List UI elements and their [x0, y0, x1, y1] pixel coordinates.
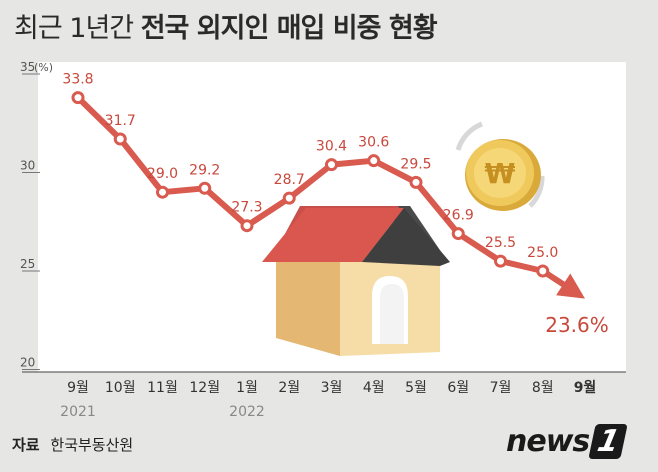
y-tick-label: 25 [20, 257, 35, 271]
x-tick-label: 9월 [67, 380, 89, 396]
data-point [198, 181, 212, 195]
data-point [367, 154, 381, 168]
chart-title: 최근 1년간 전국 외지인 매입 비중 현황 [14, 6, 438, 45]
data-label: 26.9 [443, 208, 474, 224]
x-tick-label: 2월 [278, 380, 300, 396]
data-point [494, 254, 507, 268]
coin-illustration: ₩ [455, 121, 545, 211]
y-tick-label: 35 [20, 60, 35, 74]
x-tick-label: 8월 [532, 380, 554, 396]
x-tick-label: 12월 [189, 380, 220, 396]
data-label: 27.3 [231, 200, 262, 216]
data-label: 29.2 [189, 162, 220, 178]
title-light: 최근 1년간 [14, 13, 134, 44]
x-tick-label: 11월 [147, 380, 178, 396]
data-point [240, 219, 254, 233]
data-point [282, 191, 296, 205]
news1-logo: news 1 [506, 424, 628, 459]
year-label: 2021 [60, 404, 96, 420]
data-label: 25.0 [527, 245, 558, 261]
x-tick-label: 5월 [405, 380, 427, 396]
data-label: 31.7 [105, 113, 136, 129]
won-icon: ₩ [485, 157, 516, 190]
data-label: 30.6 [358, 135, 389, 151]
data-point [409, 175, 423, 189]
source-name: 한국부동산원 [50, 436, 134, 454]
data-point [536, 264, 550, 278]
year-label: 2022 [229, 404, 265, 420]
logo-mark: 1 [588, 424, 628, 459]
data-label: 33.8 [62, 72, 93, 88]
source-line: 자료 한국부동산원 [12, 434, 133, 455]
data-label: 29.0 [147, 166, 178, 182]
data-label: 23.6% [545, 313, 609, 337]
x-tick-label: 10월 [105, 380, 136, 396]
x-tick-label: 1월 [236, 380, 258, 396]
data-point [71, 91, 85, 105]
data-point [113, 132, 127, 146]
data-label: 28.7 [274, 172, 305, 188]
data-point [156, 185, 169, 199]
y-tick-label: 30 [20, 159, 35, 173]
data-label: 30.4 [316, 139, 347, 155]
logo-text: news [506, 424, 590, 459]
x-tick-label: 3월 [321, 380, 343, 396]
house-illustration [262, 206, 450, 356]
data-label: 25.5 [485, 235, 516, 251]
title-bold: 전국 외지인 매입 비중 현황 [140, 13, 438, 44]
data-point [451, 227, 465, 241]
x-tick-label: 6월 [447, 380, 469, 396]
source-label: 자료 [12, 436, 40, 454]
arrow-head [556, 273, 585, 299]
y-tick-label: 20 [20, 356, 35, 370]
x-tick-label: 9월 [574, 379, 597, 396]
x-tick-label: 7월 [490, 380, 512, 396]
data-label: 29.5 [400, 156, 431, 172]
x-tick-label: 4월 [363, 380, 385, 396]
y-unit-label: (%) [34, 61, 53, 74]
data-point [325, 158, 338, 172]
